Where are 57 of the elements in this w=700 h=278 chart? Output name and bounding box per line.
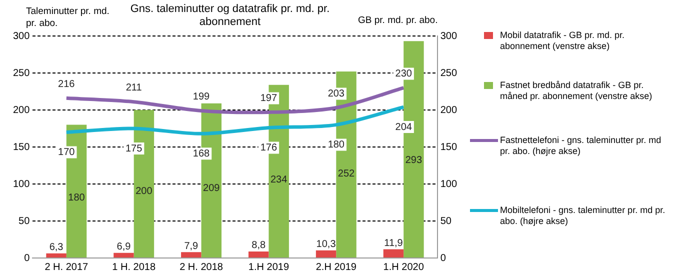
bar [114,252,134,258]
x-tick-label: 2 H. 2018 [180,262,224,273]
data-label: 170 [58,146,76,158]
legend-label: Fastnettelefoni - gns. taleminutter pr. md pr. abo. (højre akse) [500,135,662,157]
data-label: 6,9 [116,242,132,253]
bar [46,253,66,258]
y-tick-label: 0 [24,252,30,264]
chart-title: Gns. taleminutter og datatrafik pr. md. pr. abonnement [130,3,330,29]
data-label: 180 [68,192,86,204]
data-label: 175 [126,143,143,154]
data-label: 216 [58,78,76,90]
y2-axis-title: GB pr. md. pr. abo. [358,15,439,27]
data-label: 197 [260,92,278,104]
data-label: 199 [192,91,210,102]
y-tick-label: 200 [12,104,30,116]
legend-label: Fastnet bredbånd datatrafik - GB pr. måned pr. abonnement (venstre akse) [500,80,654,102]
data-label: 176 [260,142,278,154]
data-label: 180 [328,140,345,151]
y2-tick-label: 250 [440,68,458,79]
y2-tick-label: 0 [440,252,446,264]
data-label: 204 [395,122,412,133]
y2-tick-label: 50 [440,216,452,227]
y-tick-label: 250 [12,68,30,79]
data-label: 230 [395,68,412,80]
y-tick-label: 150 [12,142,30,153]
x-tick-label: 2.H 2019 [316,262,357,273]
bar [181,252,202,258]
data-label: 203 [328,88,345,100]
x-tick-label: 2 H. 2017 [44,262,89,273]
data-label: 11,9 [384,238,404,249]
legend-label: Mobil datatrafik - GB pr. md. pr. abonnement (venstre akse) [500,30,626,52]
y-tick-label: 300 [12,30,30,42]
data-label: 211 [126,82,142,94]
data-label: 209 [203,182,220,194]
y2-tick-label: 300 [440,30,458,42]
data-label: 234 [270,174,288,186]
bar [248,251,269,258]
data-label: 8,8 [252,240,266,252]
x-tick-label: 1 H. 2018 [112,262,156,273]
data-label: 6,3 [49,242,64,254]
data-label: 168 [192,148,210,160]
y2-tick-label: 100 [440,178,458,190]
y2-tick-label: 200 [440,104,458,116]
x-tick-label: 1.H 2019 [248,262,290,273]
bar [383,249,404,258]
data-label: 10,3 [316,239,336,250]
y-axis-title: Taleminutter pr. md. pr. abo. [26,6,110,30]
bar [316,250,336,258]
data-label: 7,9 [184,240,199,252]
x-tick-label: 1.H 2020 [383,262,424,273]
data-label: 200 [136,186,153,197]
y-tick-label: 100 [12,178,30,190]
y-tick-label: 50 [18,216,30,227]
data-label: 252 [338,168,356,180]
y2-tick-label: 150 [440,142,458,153]
data-label: 293 [405,154,422,166]
legend-label: Mobiltelefoni - gns. taleminutter pr. md pr. abo. (højre akse) [500,205,666,227]
